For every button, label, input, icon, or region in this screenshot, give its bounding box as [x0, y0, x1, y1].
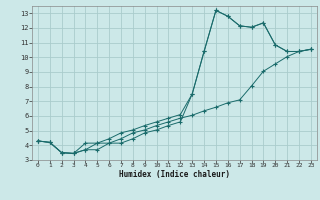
X-axis label: Humidex (Indice chaleur): Humidex (Indice chaleur): [119, 170, 230, 179]
